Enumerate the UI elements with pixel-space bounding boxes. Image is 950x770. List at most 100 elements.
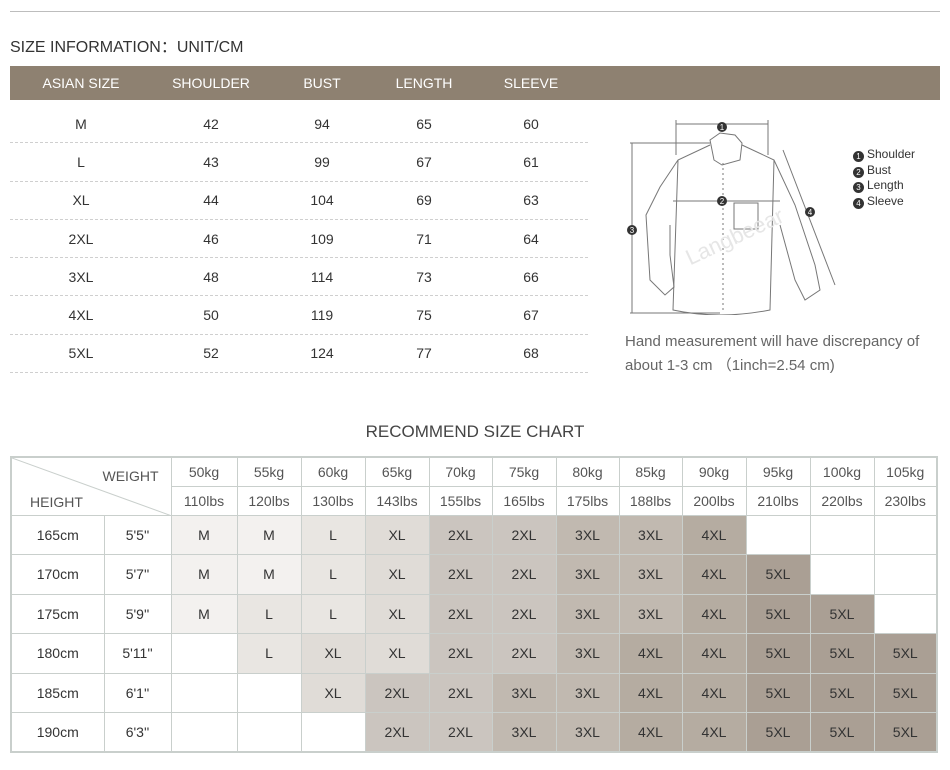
size-cell: 5XL	[745, 554, 811, 595]
weight-lbs: 120lbs	[236, 485, 302, 516]
size-cell: M	[170, 514, 238, 555]
number-badge: 2	[853, 166, 864, 178]
weight-lbs: 175lbs	[555, 485, 620, 516]
table-cell: 124	[310, 345, 334, 362]
weight-lbs: 130lbs	[300, 485, 366, 516]
height-cm: 190cm	[10, 712, 105, 753]
weight-kg: 95kg	[745, 456, 811, 487]
size-cell	[300, 712, 366, 753]
diagram-legend: 1 Shoulder 2 Bust 3 Length 4 Sleeve	[853, 147, 915, 209]
size-cell	[236, 672, 302, 713]
shirt-measurement-diagram: 1 2 3 4 Langbeear	[627, 120, 836, 315]
table-row: 175cm 5'9'' M L L XL 2XL 2XL 3XL 3XL 4XL 5XL 5XL	[10, 593, 938, 634]
weight-lbs: 165lbs	[491, 485, 557, 516]
size-cell: 2XL	[491, 633, 557, 674]
table-row: XL 44 104 69 63	[10, 182, 588, 220]
size-cell: 3XL	[618, 554, 683, 595]
size-cell: 4XL	[681, 554, 747, 595]
table-cell: 94	[314, 115, 330, 132]
table-cell: 42	[203, 115, 219, 132]
size-cell: 3XL	[555, 672, 620, 713]
size-cell: M	[170, 554, 238, 595]
height-ft: 5'5''	[103, 514, 172, 555]
size-cell	[745, 514, 811, 555]
size-cell	[236, 712, 302, 753]
col-header: ASIAN SIZE	[42, 75, 120, 91]
height-ft: 5'11''	[103, 633, 172, 674]
corner-cell: WEIGHT HEIGHT	[10, 456, 172, 516]
size-cell: L	[300, 593, 366, 634]
size-cell: L	[236, 633, 302, 674]
table-cell: 77	[416, 345, 432, 362]
size-cell	[809, 514, 875, 555]
size-cell: 5XL	[745, 593, 811, 634]
size-cell	[873, 593, 938, 634]
number-badge: 1	[853, 151, 864, 162]
table-cell: 71	[416, 230, 432, 247]
size-cell: M	[236, 554, 302, 595]
legend-label: Shoulder	[867, 147, 916, 161]
table-row: 2XL 46 109 71 64	[10, 220, 588, 259]
table-cell: 60	[523, 115, 539, 132]
size-cell: 3XL	[555, 593, 620, 634]
table-row: M 42 94 65 60	[10, 105, 588, 144]
table-row: 185cm 6'1'' XL 2XL 2XL 3XL 3XL 4XL 4XL 5XL 5XL 5XL	[10, 672, 938, 713]
height-cm: 185cm	[10, 672, 105, 713]
size-cell: 2XL	[491, 593, 557, 634]
size-cell: 2XL	[428, 514, 493, 555]
weight-kg: 55kg	[236, 456, 302, 487]
height-ft: 6'1''	[103, 672, 172, 713]
table-row: 165cm 5'5'' M M L XL 2XL 2XL 3XL 3XL 4XL	[10, 514, 938, 555]
legend-item: 3 Length	[853, 178, 915, 194]
header-row-lbs: 110lbs 120lbs 130lbs 143lbs 155lbs 165lbs 175l…	[11, 485, 938, 516]
weight-kg: 100kg	[809, 456, 875, 487]
size-table-header: ASIAN SIZE SHOULDER BUST LENGTH SLEEVE	[10, 66, 940, 100]
col-header: SHOULDER	[172, 75, 250, 91]
size-cell: XL	[364, 554, 430, 595]
size-cell	[873, 514, 938, 555]
measurement-note: Hand measurement will have discrepancy o…	[625, 333, 920, 374]
weight-lbs: 188lbs	[618, 485, 683, 516]
weight-kg: 85kg	[618, 456, 683, 487]
weight-lbs: 230lbs	[873, 485, 938, 516]
size-cell: 3XL	[555, 633, 620, 674]
size-cell: 4XL	[618, 712, 683, 753]
table-cell: 3XL	[68, 268, 94, 285]
weight-lbs: 210lbs	[745, 485, 811, 516]
weight-kg: 50kg	[170, 456, 238, 487]
size-cell: XL	[364, 593, 430, 634]
height-cm: 165cm	[10, 514, 105, 555]
size-cell: XL	[364, 633, 430, 674]
table-row: 190cm 6'3'' 2XL 2XL 3XL 3XL 4XL 4XL 5XL 5XL 5XL	[10, 712, 938, 753]
diagonal-line	[12, 458, 172, 516]
weight-kg: 80kg	[555, 456, 620, 487]
size-cell: 4XL	[681, 712, 747, 753]
size-cell: L	[300, 554, 366, 595]
size-cell: 5XL	[809, 712, 875, 753]
size-cell: 2XL	[428, 633, 493, 674]
size-cell: 3XL	[491, 672, 557, 713]
svg-text:2: 2	[720, 197, 725, 206]
table-cell: 2XL	[68, 230, 94, 247]
recommend-size-table: WEIGHT HEIGHT 50kg 55kg 60kg 65kg 70kg 75kg 80kg…	[10, 456, 938, 753]
table-cell: 63	[523, 192, 539, 209]
size-cell: 3XL	[555, 554, 620, 595]
size-cell: 5XL	[745, 672, 811, 713]
height-cm: 170cm	[10, 554, 105, 595]
height-cm: 175cm	[10, 593, 105, 634]
table-cell: M	[75, 115, 87, 132]
size-cell: 4XL	[681, 514, 747, 555]
legend-item: 4 Sleeve	[853, 194, 915, 210]
size-cell: L	[300, 514, 366, 555]
table-cell: 67	[416, 153, 432, 170]
size-cell: XL	[300, 672, 366, 713]
table-row: 180cm 5'11'' L XL XL 2XL 2XL 3XL 4XL 4XL 5XL 5XL 5XL	[10, 633, 938, 674]
table-row: 4XL 50 119 75 67	[10, 296, 588, 335]
table-cell: 66	[523, 268, 539, 285]
size-cell: 4XL	[618, 672, 683, 713]
weight-kg: 70kg	[428, 456, 493, 487]
recommend-title: RECOMMEND SIZE CHART	[365, 422, 585, 441]
size-cell: 5XL	[873, 672, 938, 713]
height-ft: 6'3''	[103, 712, 172, 753]
size-cell: 4XL	[618, 633, 683, 674]
